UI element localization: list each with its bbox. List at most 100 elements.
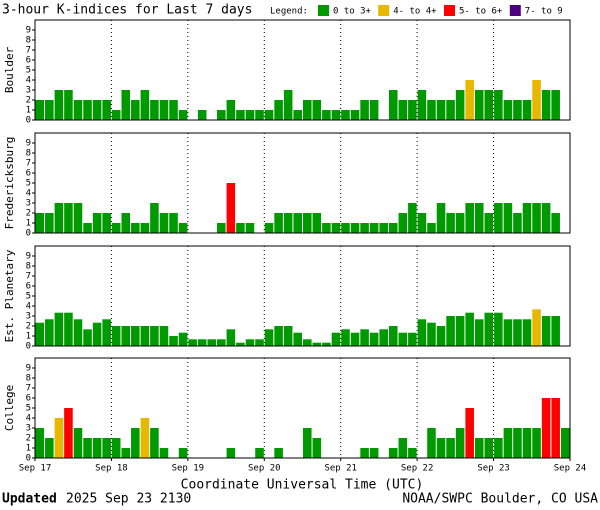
bar xyxy=(379,329,388,346)
bar xyxy=(255,448,264,458)
chart-title: 3-hour K-indices for Last 7 days xyxy=(2,3,252,18)
footer-credit: NOAA/SWPC Boulder, CO USA xyxy=(402,492,598,507)
bar xyxy=(140,326,150,346)
bar xyxy=(427,100,436,120)
bar xyxy=(532,309,541,346)
x-tick-label: Sep 21 xyxy=(324,464,357,474)
bar xyxy=(54,90,64,120)
bar xyxy=(427,428,436,458)
bar xyxy=(303,428,312,458)
y-tick-label: 7 xyxy=(26,46,31,56)
bar xyxy=(369,448,379,458)
bar xyxy=(494,312,503,346)
bar xyxy=(264,223,274,233)
bar xyxy=(455,213,465,233)
bar xyxy=(92,322,102,346)
bar xyxy=(551,90,560,120)
bar xyxy=(398,100,408,120)
y-tick-label: 2 xyxy=(26,322,31,332)
bar xyxy=(131,223,140,233)
x-tick-label: Sep 18 xyxy=(95,464,128,474)
bar xyxy=(312,213,322,233)
y-tick-label: 4 xyxy=(26,76,31,86)
y-tick-label: 5 xyxy=(26,179,31,189)
bar xyxy=(111,326,121,346)
bar xyxy=(64,408,73,458)
bar xyxy=(217,110,226,120)
bar xyxy=(64,203,73,233)
bar xyxy=(283,90,293,120)
bar xyxy=(465,408,474,458)
bar xyxy=(35,428,45,458)
bar xyxy=(159,448,169,458)
bar xyxy=(150,428,159,458)
bar xyxy=(331,332,341,346)
bar xyxy=(484,312,494,346)
legend-label: 4- to 4+ xyxy=(393,7,437,17)
bar xyxy=(369,100,379,120)
bar xyxy=(474,319,484,346)
panel-frame xyxy=(34,245,571,347)
bar xyxy=(35,213,45,233)
y-tick-label: 8 xyxy=(26,262,31,272)
y-tick-label: 6 xyxy=(26,282,31,292)
y-tick-label: 8 xyxy=(26,36,31,46)
footer-date: 2025 Sep 23 2130 xyxy=(66,492,191,507)
legend-swatch xyxy=(444,5,455,16)
panel-label: Boulder xyxy=(3,46,16,93)
bar xyxy=(408,448,417,458)
bar xyxy=(513,213,522,233)
bar xyxy=(83,438,92,458)
y-tick-label: 7 xyxy=(26,272,31,282)
bar xyxy=(92,438,102,458)
bar xyxy=(455,428,465,458)
bar xyxy=(236,342,245,346)
bar xyxy=(92,100,102,120)
y-tick-label: 9 xyxy=(26,139,31,149)
bar xyxy=(226,329,236,346)
y-tick-label: 0 xyxy=(26,342,31,352)
bar xyxy=(303,100,312,120)
bar xyxy=(111,223,121,233)
bar xyxy=(398,332,408,346)
y-tick-label: 0 xyxy=(26,116,31,126)
bar xyxy=(178,110,188,120)
bar xyxy=(131,326,140,346)
y-tick-label: 3 xyxy=(26,199,31,209)
bar xyxy=(217,339,226,346)
y-tick-label: 7 xyxy=(26,384,31,394)
bar xyxy=(322,223,331,233)
y-tick-label: 1 xyxy=(26,332,31,342)
x-tick-label: Sep 19 xyxy=(172,464,205,474)
bar xyxy=(121,213,131,233)
bar xyxy=(54,203,64,233)
y-tick-label: 5 xyxy=(26,292,31,302)
bar xyxy=(140,418,150,458)
panel-frame xyxy=(34,132,571,234)
y-tick-label: 3 xyxy=(26,312,31,322)
legend-swatch xyxy=(509,5,521,16)
bar xyxy=(455,90,465,120)
panel-label: Fredericksburg xyxy=(3,137,16,230)
x-tick-label: Sep 20 xyxy=(248,464,281,474)
bar xyxy=(283,213,293,233)
bar xyxy=(131,428,140,458)
bar xyxy=(35,100,45,120)
y-tick-label: 2 xyxy=(26,434,31,444)
bar xyxy=(541,316,551,346)
bar xyxy=(197,110,207,120)
y-tick-label: 9 xyxy=(26,252,31,262)
bar xyxy=(322,342,331,346)
bar xyxy=(484,213,494,233)
bar xyxy=(111,110,121,120)
bar xyxy=(83,100,92,120)
bar xyxy=(245,223,255,233)
y-tick-label: 5 xyxy=(26,66,31,76)
bar xyxy=(178,223,188,233)
bar xyxy=(150,100,159,120)
bar xyxy=(159,100,169,120)
bar xyxy=(293,213,302,233)
bar xyxy=(503,428,513,458)
bar xyxy=(494,438,503,458)
y-tick-label: 8 xyxy=(26,374,31,384)
